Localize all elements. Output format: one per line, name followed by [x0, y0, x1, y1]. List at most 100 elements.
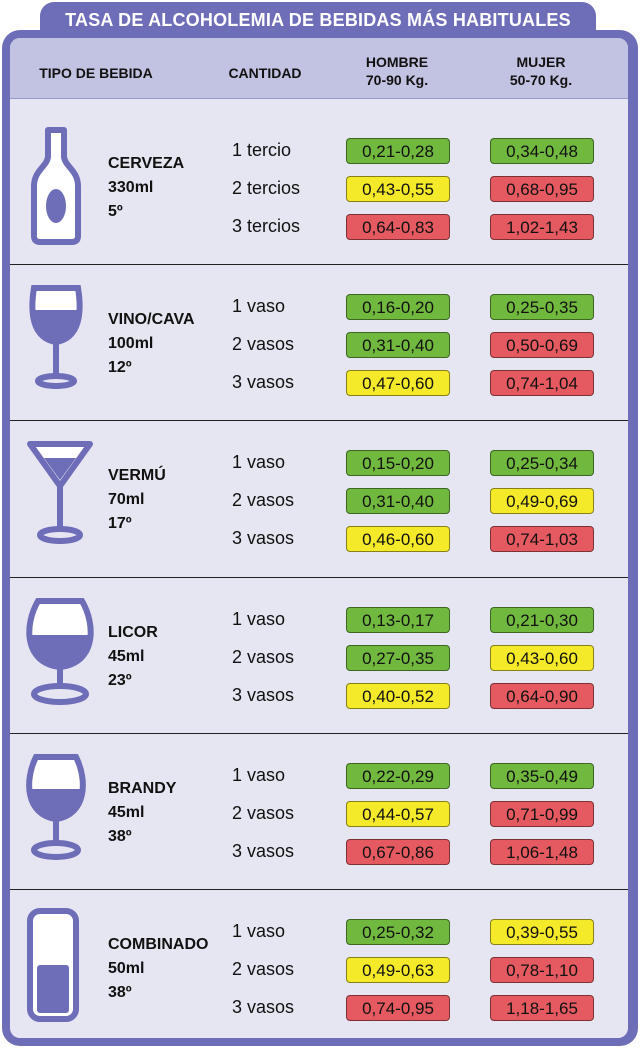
- hombre-rate-badge: 0,44-0,57: [346, 800, 450, 827]
- section-divider: [10, 264, 628, 266]
- hombre-rate-badge: 0,47-0,60: [346, 370, 450, 397]
- mujer-rate-badge: 0,49-0,69: [490, 488, 594, 515]
- drink-degrees: 23º: [108, 671, 132, 689]
- drink-info: VINO/CAVA 100ml 12º: [108, 308, 195, 380]
- drink-degrees: 5º: [108, 203, 123, 220]
- drink-info: COMBINADO 50ml 38º: [108, 933, 208, 1005]
- hombre-rate-badge: 0,67-0,86: [346, 838, 450, 865]
- highball-glass-icon: [24, 907, 82, 1028]
- quantity-label: 3 vasos: [232, 528, 295, 549]
- mujer-rate-badge: 0,25-0,34: [490, 450, 594, 477]
- drink-volume: 100ml: [108, 335, 154, 353]
- quantity-label: 1 vaso: [232, 608, 286, 629]
- drink-volume: 70ml: [108, 491, 145, 509]
- mujer-rate-badge: 0,64-0,90: [490, 682, 594, 709]
- header-hombre-weight: 70-90 Kg.: [365, 72, 429, 88]
- drink-section-4: LICOR 45ml 23º 1 vaso 0,13-0,17 0,21-0,30 2 va…: [10, 581, 628, 737]
- quantity-label: 3 tercios: [232, 216, 301, 236]
- header-mujer-weight: 50-70 Kg.: [509, 72, 573, 88]
- drink-name: VERMÚ: [108, 467, 166, 485]
- mujer-rate-badge: 0,25-0,35: [490, 294, 594, 321]
- brandy-glass-icon: [24, 751, 88, 870]
- quantity-label: 1 vaso: [232, 764, 286, 785]
- drink-name: COMBINADO: [108, 936, 209, 953]
- alcohol-table: TIPO DE BEBIDA CANTIDAD HOMBRE 70-90 Kg.…: [10, 38, 628, 1038]
- mujer-rate-badge: 0,68-0,95: [490, 176, 594, 202]
- mujer-rate-badge: 0,71-0,99: [490, 800, 594, 827]
- drink-name: VINO/CAVA: [108, 311, 195, 329]
- hombre-rate-badge: 0,31-0,40: [346, 488, 450, 515]
- header-mujer: MUJER 50-70 Kg.: [486, 53, 596, 89]
- drink-info: CERVEZA 330ml 5º: [108, 152, 184, 224]
- hombre-rate-badge: 0,21-0,28: [346, 138, 450, 164]
- drink-section-3: VERMÚ 70ml 17º 1 vaso 0,15-0,20 0,25-0,34 2 va…: [10, 424, 628, 580]
- drink-name: CERVEZA: [108, 155, 185, 172]
- section-divider: [10, 420, 628, 422]
- beer-bottle-icon: [24, 126, 88, 251]
- header-hombre: HOMBRE 70-90 Kg.: [342, 53, 452, 89]
- drink-degrees: 38º: [108, 984, 132, 1001]
- mujer-rate-badge: 0,34-0,48: [490, 138, 594, 164]
- mujer-rate-badge: 0,43-0,60: [490, 644, 594, 671]
- hombre-rate-badge: 0,22-0,29: [346, 762, 450, 789]
- martini-glass-icon: [24, 438, 96, 553]
- drink-section-1: CERVEZA 330ml 5º 1 tercio 0,21-0,28 0,34-0,48…: [10, 112, 628, 268]
- mujer-rate-badge: 0,74-1,03: [490, 526, 594, 553]
- mujer-rate-badge: 1,18-1,65: [490, 995, 594, 1021]
- section-divider: [10, 889, 628, 890]
- quantity-label: 2 vasos: [232, 490, 295, 511]
- header-tipo: TIPO DE BEBIDA: [39, 65, 153, 81]
- hombre-rate-badge: 0,46-0,60: [346, 526, 450, 553]
- mujer-rate-badge: 0,35-0,49: [490, 762, 594, 789]
- hombre-rate-badge: 0,43-0,55: [346, 176, 450, 202]
- hombre-rate-badge: 0,13-0,17: [346, 606, 450, 633]
- hombre-rate-badge: 0,74-0,95: [346, 995, 450, 1021]
- header-hombre-label: HOMBRE: [365, 54, 429, 70]
- mujer-rate-badge: 0,50-0,69: [490, 332, 594, 359]
- header-cantidad: CANTIDAD: [228, 65, 302, 81]
- quantity-label: 3 vasos: [232, 372, 295, 393]
- quantity-label: 2 vasos: [232, 646, 295, 667]
- hombre-rate-badge: 0,40-0,52: [346, 682, 450, 709]
- mujer-rate-badge: 1,06-1,48: [490, 838, 594, 865]
- hombre-rate-badge: 0,31-0,40: [346, 332, 450, 359]
- hombre-rate-badge: 0,25-0,32: [346, 919, 450, 945]
- drink-degrees: 12º: [108, 359, 132, 377]
- quantity-label: 2 vasos: [232, 334, 295, 355]
- hombre-rate-badge: 0,15-0,20: [346, 450, 450, 477]
- mujer-rate-badge: 0,39-0,55: [490, 919, 594, 945]
- drink-info: BRANDY 45ml 38º: [108, 777, 176, 849]
- drink-section-6: COMBINADO 50ml 38º 1 vaso 0,25-0,32 0,39-0,55…: [10, 893, 628, 1038]
- hombre-rate-badge: 0,64-0,83: [346, 214, 450, 240]
- drink-name: BRANDY: [108, 779, 177, 797]
- drink-volume: 330ml: [108, 179, 154, 196]
- drink-section-2: VINO/CAVA 100ml 12º 1 vaso 0,16-0,20 0,25-0,3…: [10, 268, 628, 424]
- section-divider: [10, 576, 628, 578]
- drink-info: LICOR 45ml 23º: [108, 621, 158, 693]
- drink-info: VERMÚ 70ml 17º: [108, 464, 166, 536]
- section-divider: [10, 732, 628, 734]
- mujer-rate-badge: 0,78-1,10: [490, 957, 594, 983]
- quantity-label: 1 tercio: [232, 140, 292, 160]
- drink-degrees: 38º: [108, 827, 132, 845]
- quantity-label: 2 tercios: [232, 178, 301, 198]
- quantity-label: 1 vaso: [232, 921, 286, 941]
- hombre-rate-badge: 0,16-0,20: [346, 294, 450, 321]
- hombre-rate-badge: 0,27-0,35: [346, 644, 450, 671]
- mujer-rate-badge: 1,02-1,43: [490, 214, 594, 240]
- drink-name: LICOR: [108, 623, 158, 641]
- quantity-label: 3 vasos: [232, 684, 295, 705]
- quantity-label: 2 vasos: [232, 959, 295, 979]
- quantity-label: 3 vasos: [232, 997, 295, 1017]
- quantity-label: 1 vaso: [232, 296, 286, 317]
- wine-glass-icon: [24, 282, 88, 397]
- mujer-rate-badge: 0,21-0,30: [490, 606, 594, 633]
- header-mujer-label: MUJER: [516, 54, 566, 70]
- drink-volume: 45ml: [108, 647, 145, 665]
- quantity-label: 3 vasos: [232, 840, 295, 861]
- drink-degrees: 17º: [108, 515, 132, 533]
- drink-section-5: BRANDY 45ml 38º 1 vaso 0,22-0,29 0,35-0,49 2 v…: [10, 737, 628, 893]
- table-header: TIPO DE BEBIDA CANTIDAD HOMBRE 70-90 Kg.…: [10, 38, 628, 99]
- liqueur-glass-icon: [24, 595, 96, 714]
- quantity-label: 2 vasos: [232, 802, 295, 823]
